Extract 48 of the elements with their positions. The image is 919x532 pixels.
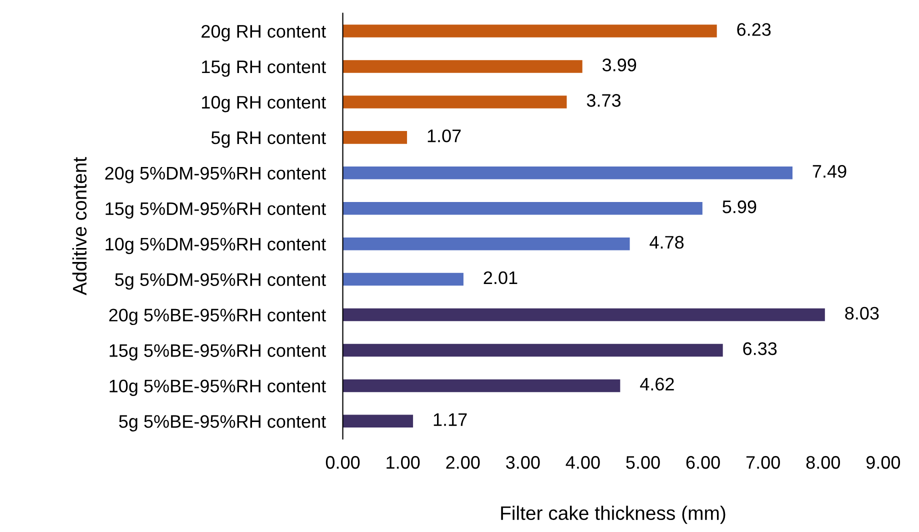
y-tick-label: 5g 5%DM-95%RH content: [115, 273, 326, 290]
y-tick-label: 10g 5%BE-95%RH content: [110, 380, 326, 396]
bar: [342, 24, 717, 38]
x-axis-title: Filter cake thickness (mm): [501, 506, 726, 524]
y-tick-label: 15g 5%DM-95%RH content: [106, 202, 326, 219]
data-label: 1.07: [428, 129, 461, 142]
bar: [342, 131, 408, 144]
bar: [342, 96, 567, 108]
y-tick-label: 20g 5%BE-95%RH content: [109, 308, 326, 326]
x-tick-label: 1.00: [386, 456, 420, 469]
bar: [342, 344, 723, 357]
data-label: 2.01: [484, 271, 518, 284]
bar: [342, 60, 582, 73]
x-tick-label: 6.00: [686, 456, 720, 469]
y-tick-label: 15g RH content: [202, 60, 326, 77]
bar: [342, 272, 464, 286]
x-tick-label: 7.00: [746, 456, 780, 469]
y-tick-label: 20g RH content: [202, 24, 326, 42]
data-label: 6.33: [743, 342, 777, 356]
data-label: 3.73: [586, 94, 621, 107]
data-label: 3.99: [602, 58, 636, 72]
y-tick-label: 5g RH content: [211, 132, 326, 148]
data-label: 4.62: [640, 378, 674, 391]
data-label: 8.03: [845, 306, 879, 320]
y-tick-label: 15g 5%BE-95%RH content: [110, 344, 326, 361]
x-tick-label: 8.00: [806, 456, 840, 469]
data-label: 1.17: [434, 413, 467, 426]
x-tick-label: 0.00: [326, 456, 360, 469]
bar: [342, 237, 630, 250]
y-axis-title: Additive content: [72, 157, 87, 296]
data-label: 7.49: [812, 164, 846, 178]
y-tick-label: 10g RH content: [202, 96, 326, 112]
y-tick-label: 5g 5%BE-95%RH content: [119, 415, 326, 432]
x-tick-label: 9.00: [866, 456, 900, 469]
x-tick-label: 4.00: [566, 456, 600, 469]
data-label: 5.99: [722, 200, 756, 214]
x-tick-label: 3.00: [506, 456, 540, 469]
x-tick-label: 2.00: [446, 456, 480, 469]
bar: [342, 379, 620, 392]
data-label: 6.23: [737, 23, 771, 36]
bar: [342, 202, 702, 215]
y-tick-label: 20g 5%DM-95%RH content: [105, 166, 326, 184]
bar: [342, 308, 825, 322]
bar: [342, 166, 792, 180]
x-tick-label: 5.00: [626, 456, 660, 469]
bar: [342, 414, 414, 428]
y-tick-label: 10g 5%DM-95%RH content: [106, 238, 326, 254]
data-label: 4.78: [650, 236, 684, 249]
